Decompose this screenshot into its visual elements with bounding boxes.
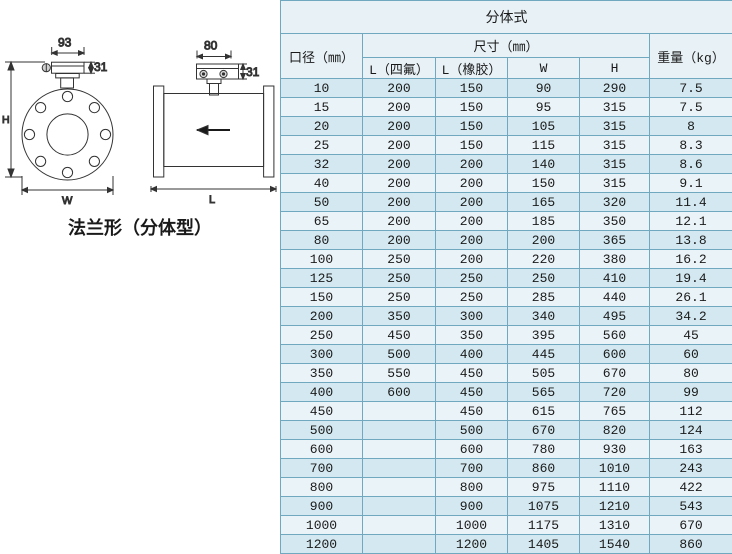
svg-text:31: 31 bbox=[94, 60, 108, 74]
svg-text:W: W bbox=[62, 195, 73, 207]
svg-text:H: H bbox=[2, 114, 10, 126]
svg-text:31: 31 bbox=[246, 65, 260, 79]
svg-text:L: L bbox=[209, 194, 215, 206]
svg-text:80: 80 bbox=[204, 39, 218, 53]
svg-text:93: 93 bbox=[58, 36, 72, 50]
